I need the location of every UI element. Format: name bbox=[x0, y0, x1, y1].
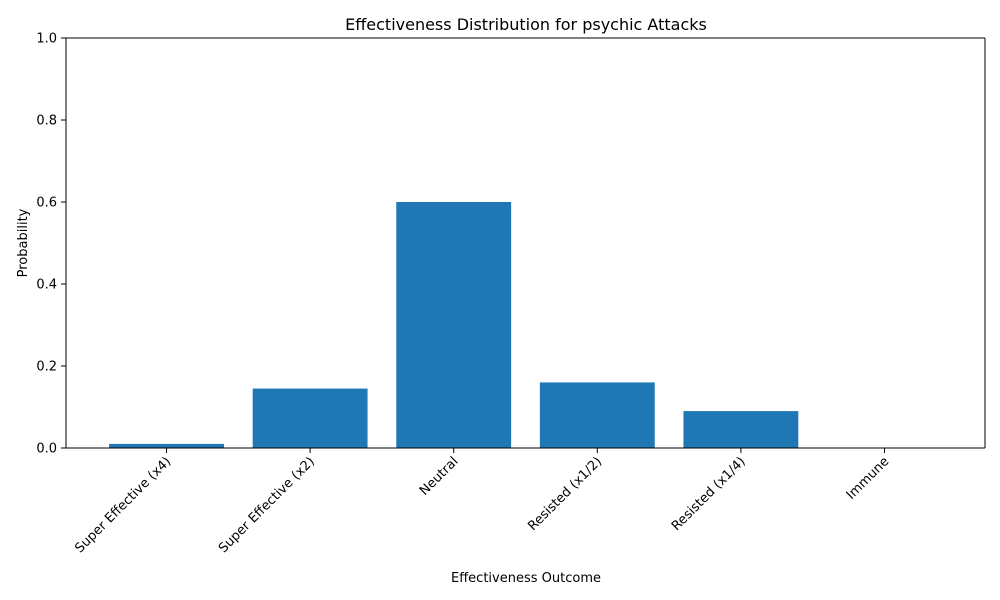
y-axis-label: Probability bbox=[16, 208, 31, 277]
bar-3 bbox=[539, 382, 655, 448]
bar-1 bbox=[252, 388, 368, 448]
plot-area: 0.0 0.2 0.4 0.6 0.8 1.0 Super Effective (x4) Su… bbox=[36, 32, 986, 556]
y-tick-label-3: 0.6 bbox=[36, 196, 57, 211]
bar-4 bbox=[683, 411, 799, 448]
y-tick-label-0: 0.0 bbox=[36, 442, 57, 457]
x-tick-label-2: Neutral bbox=[417, 454, 462, 499]
y-tick-label-4: 0.8 bbox=[36, 114, 57, 129]
x-tick-label-0: Super Effective (x4) bbox=[72, 454, 174, 556]
x-tick-label-4: Resisted (x1/4) bbox=[669, 454, 749, 534]
y-tick-label-5: 1.0 bbox=[36, 32, 57, 47]
y-tick-label-2: 0.4 bbox=[36, 278, 57, 293]
x-tick-label-5: Immune bbox=[844, 454, 893, 503]
bar-0 bbox=[109, 443, 224, 448]
bar-2 bbox=[396, 202, 512, 448]
chart-title: Effectiveness Distribution for psychic A… bbox=[345, 15, 707, 34]
x-tick-label-1: Super Effective (x2) bbox=[216, 454, 318, 556]
y-tick-label-1: 0.2 bbox=[36, 360, 57, 375]
x-axis-label: Effectiveness Outcome bbox=[451, 571, 601, 586]
x-tick-label-3: Resisted (x1/2) bbox=[525, 454, 605, 534]
